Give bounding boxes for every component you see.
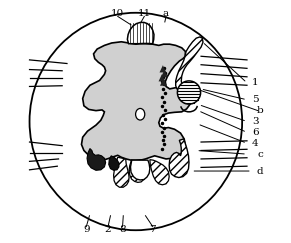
Text: 11: 11 bbox=[138, 9, 151, 18]
Text: 6: 6 bbox=[252, 128, 259, 137]
Polygon shape bbox=[160, 78, 167, 86]
Text: 7: 7 bbox=[150, 225, 156, 234]
Ellipse shape bbox=[29, 13, 242, 230]
Text: c: c bbox=[258, 150, 263, 159]
Text: 4: 4 bbox=[252, 139, 259, 148]
Text: d: d bbox=[257, 166, 264, 175]
Text: 2: 2 bbox=[105, 225, 111, 234]
Polygon shape bbox=[109, 156, 119, 170]
Polygon shape bbox=[81, 42, 190, 161]
Polygon shape bbox=[129, 160, 147, 182]
Polygon shape bbox=[113, 157, 129, 187]
Polygon shape bbox=[159, 65, 166, 72]
Text: b: b bbox=[257, 106, 264, 115]
Polygon shape bbox=[131, 160, 150, 180]
Text: 8: 8 bbox=[119, 225, 126, 234]
Text: a: a bbox=[163, 9, 169, 18]
Polygon shape bbox=[176, 37, 203, 91]
Polygon shape bbox=[169, 139, 189, 178]
Polygon shape bbox=[127, 22, 154, 44]
Text: 9: 9 bbox=[83, 225, 90, 234]
Ellipse shape bbox=[136, 108, 145, 120]
Text: 1: 1 bbox=[252, 78, 259, 87]
Text: 5: 5 bbox=[252, 95, 259, 104]
Text: 10: 10 bbox=[111, 9, 124, 18]
Circle shape bbox=[178, 81, 200, 104]
Polygon shape bbox=[150, 160, 169, 185]
Text: 3: 3 bbox=[252, 117, 259, 126]
Polygon shape bbox=[161, 70, 168, 77]
Polygon shape bbox=[159, 74, 165, 81]
Polygon shape bbox=[87, 148, 106, 170]
